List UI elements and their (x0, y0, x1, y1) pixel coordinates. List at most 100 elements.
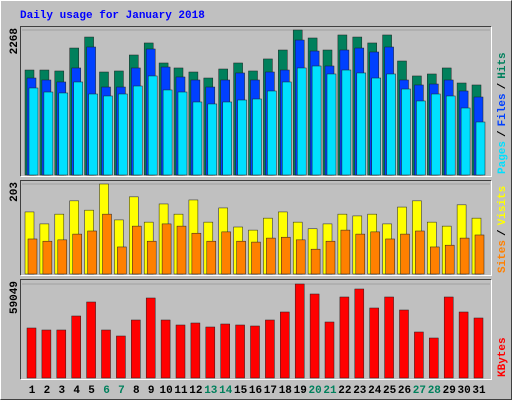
bar (458, 311, 469, 379)
bar (116, 335, 126, 379)
bar (267, 90, 277, 176)
x-tick-label: 15 (234, 385, 248, 397)
legend-entry: Pages (497, 141, 509, 174)
legend: Sites / Visits (497, 186, 509, 273)
x-tick-label: 29 (443, 385, 456, 397)
x-tick-label: 2 (44, 385, 51, 397)
bar (236, 240, 246, 275)
bar (459, 237, 470, 275)
y-tick-label: 59049 (9, 281, 21, 314)
x-tick-label: 24 (368, 385, 382, 397)
bar (399, 309, 409, 379)
x-tick-label: 7 (118, 385, 125, 397)
x-tick-label: 22 (338, 385, 351, 397)
bar (118, 93, 128, 176)
bar (309, 293, 320, 379)
bar (88, 93, 98, 176)
bar (206, 240, 217, 275)
x-tick-label: 14 (219, 385, 233, 397)
bar (71, 315, 81, 379)
bar (325, 240, 336, 275)
x-tick-label: 20 (308, 385, 321, 397)
legend-separator: / (497, 229, 509, 236)
bar (190, 322, 201, 379)
bar (414, 331, 424, 379)
bar (475, 121, 486, 176)
bar (251, 241, 261, 275)
bar (28, 87, 39, 176)
x-tick-label: 21 (323, 385, 337, 397)
bar (356, 72, 367, 176)
x-tick-label: 23 (353, 385, 367, 397)
x-tick-label: 8 (133, 385, 140, 397)
bar (162, 89, 173, 176)
bar (237, 99, 247, 176)
bar (191, 232, 202, 275)
bar (146, 240, 157, 275)
bar (384, 296, 394, 379)
bar (294, 283, 305, 379)
bar (266, 237, 276, 275)
bar (311, 65, 322, 176)
bar (415, 230, 425, 275)
bar (429, 337, 439, 379)
bar (43, 91, 54, 176)
x-tick-label: 6 (103, 385, 110, 397)
bar (416, 100, 426, 176)
bar (430, 246, 440, 275)
x-tick-label: 25 (383, 385, 397, 397)
bar (72, 233, 82, 275)
legend-separator: / (497, 130, 509, 137)
panel-highlight (20, 26, 492, 177)
bar (42, 240, 53, 275)
x-tick-label: 10 (159, 385, 172, 397)
legend-entry: KBytes (497, 337, 509, 377)
bar (131, 319, 141, 379)
bar (282, 81, 292, 176)
bar (340, 229, 351, 275)
x-tick-label: 19 (294, 385, 307, 397)
panel-shadow (20, 180, 492, 276)
bar (102, 213, 112, 275)
legend: Pages / Files / Hits (497, 52, 509, 174)
x-tick-label: 5 (88, 385, 95, 397)
bar (250, 325, 260, 379)
bar (354, 288, 365, 379)
legend-entry: Visits (497, 186, 509, 226)
bar (132, 225, 142, 275)
x-tick-label: 16 (249, 385, 262, 397)
bar (474, 234, 485, 275)
bar (145, 297, 156, 379)
bar (176, 225, 187, 275)
bar (235, 324, 245, 379)
bar (473, 317, 484, 379)
bar (57, 239, 68, 275)
bar (443, 296, 454, 379)
bar (222, 101, 232, 176)
x-tick-label: 28 (428, 385, 442, 397)
bar (445, 95, 456, 176)
bar (192, 101, 203, 176)
bar (160, 319, 171, 379)
bar (431, 93, 441, 176)
legend-entry: Hits (497, 52, 509, 78)
bar (324, 321, 335, 379)
bar (103, 95, 113, 176)
bar (147, 75, 158, 176)
chart-title: Daily usage for January 2018 (20, 10, 205, 22)
legend-separator: / (497, 82, 509, 89)
bar (252, 98, 262, 176)
y-tick-label: 2268 (9, 28, 21, 55)
bar (175, 324, 186, 379)
x-tick-label: 11 (174, 385, 188, 397)
bar (133, 85, 143, 176)
x-tick-label: 18 (279, 385, 293, 397)
bar (460, 107, 471, 176)
bar (161, 223, 172, 275)
x-tick-label: 4 (73, 385, 80, 397)
bar (296, 67, 307, 176)
bar (177, 91, 188, 176)
bar (386, 73, 396, 176)
bar (341, 69, 352, 176)
